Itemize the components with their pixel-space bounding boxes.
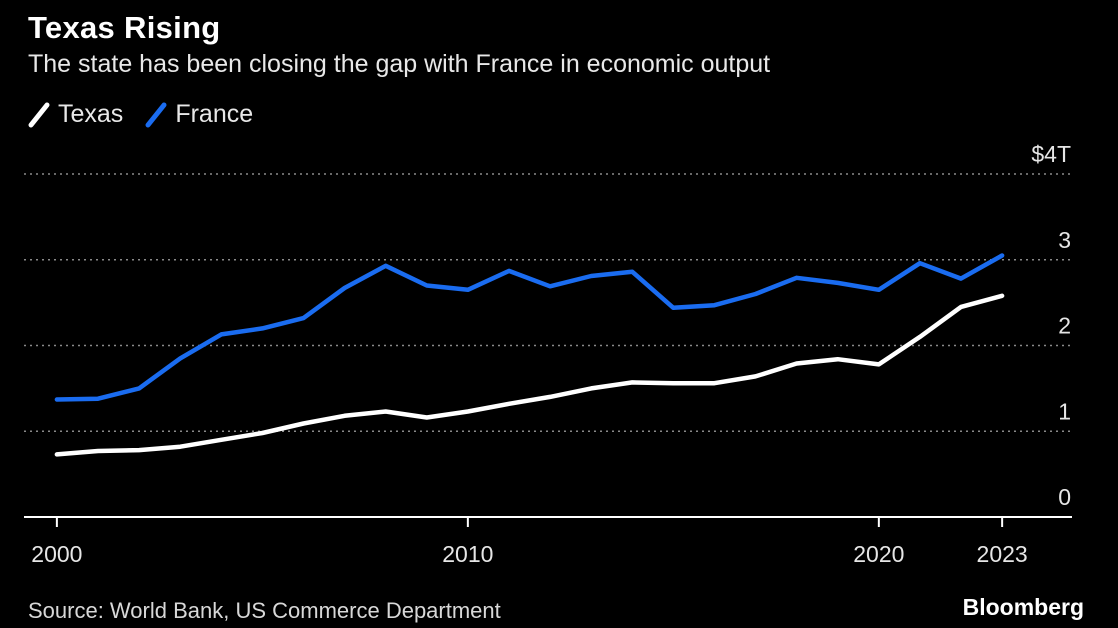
series-line-texas	[54, 293, 1005, 457]
x-tick-label: 2010	[442, 541, 493, 567]
series-line-france	[54, 253, 1005, 402]
legend-swatch-france	[145, 102, 167, 127]
legend-label-texas: Texas	[58, 100, 124, 128]
x-tick-label: 2000	[31, 541, 82, 567]
chart-title: Texas Rising	[28, 10, 221, 45]
x-tick-label: 2023	[977, 541, 1028, 567]
y-tick-label: $4T	[1031, 141, 1071, 167]
chart-subtitle: The state has been closing the gap with …	[28, 50, 771, 78]
legend-label-france: France	[175, 100, 254, 128]
legend-item-france: France	[145, 100, 253, 129]
legend-swatch-texas	[28, 102, 50, 127]
y-tick-label: 3	[1058, 227, 1071, 253]
y-tick-label: 0	[1058, 484, 1071, 510]
legend: Texas France	[28, 100, 275, 129]
y-tick-label: 2	[1058, 313, 1071, 339]
x-tick-label: 2020	[853, 541, 904, 567]
legend-item-texas: Texas	[28, 100, 123, 129]
y-tick-label: 1	[1058, 398, 1071, 424]
source-note: Source: World Bank, US Commerce Departme…	[28, 598, 501, 623]
bloomberg-logo: Bloomberg	[962, 594, 1084, 620]
